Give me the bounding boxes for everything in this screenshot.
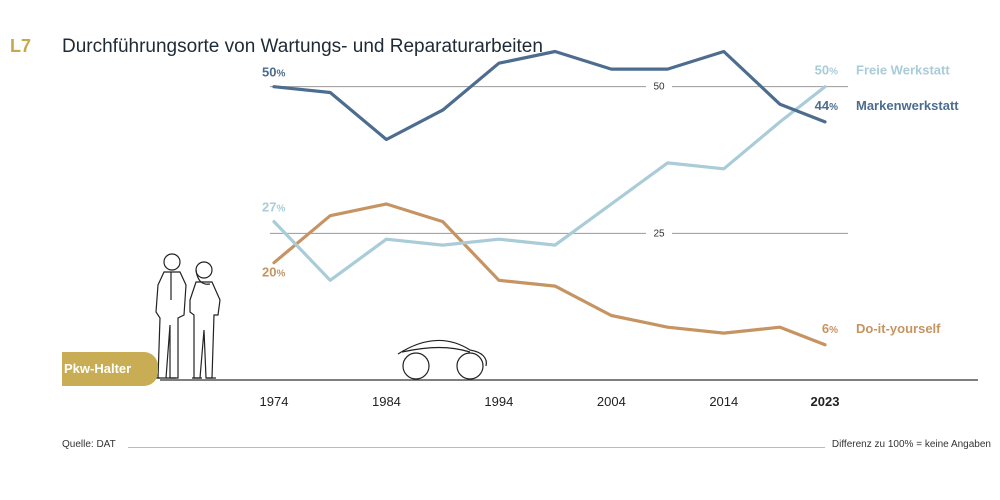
reference-label-25: 25 bbox=[653, 228, 665, 239]
x-axis-ticks: 1974 1984 1994 2004 2014 2023 bbox=[260, 394, 840, 409]
chart-code: L7 bbox=[10, 36, 32, 56]
chart-title: Durchführungsorte von Wartungs- und Repa… bbox=[62, 36, 543, 57]
start-label-freie-werkstatt: 27% bbox=[262, 200, 285, 215]
reference-label-bg-25 bbox=[646, 226, 672, 241]
series-line-markenwerkstatt bbox=[272, 49, 827, 142]
footnote: Differenz zu 100% = keine Angaben bbox=[831, 439, 991, 450]
reference-lines: 25 50 bbox=[270, 79, 848, 241]
start-label-markenwerkstatt: 50% bbox=[262, 65, 285, 80]
x-tick-label-1974: 1974 bbox=[260, 394, 289, 409]
illustration bbox=[150, 253, 487, 380]
x-tick-label-1994: 1994 bbox=[484, 394, 513, 409]
people-icon bbox=[150, 253, 221, 379]
series-line-freie-werkstatt bbox=[272, 85, 827, 282]
end-label-markenwerkstatt: 44% bbox=[815, 98, 838, 113]
series-line-do-it-yourself bbox=[272, 202, 827, 347]
start-label-do-it-yourself: 20% bbox=[262, 265, 285, 280]
legend-do-it-yourself: Do-it-yourself bbox=[856, 321, 941, 336]
x-tick-label-1984: 1984 bbox=[372, 394, 401, 409]
series-lines bbox=[272, 49, 827, 347]
legend: Markenwerkstatt Freie Werkstatt Do-it-your… bbox=[856, 63, 959, 336]
end-label-do-it-yourself: 6% bbox=[822, 321, 838, 336]
reference-label-50: 50 bbox=[653, 82, 665, 93]
end-label-freie-werkstatt: 50% bbox=[815, 63, 838, 78]
x-tick-label-2014: 2014 bbox=[709, 394, 738, 409]
x-tick-label-2004: 2004 bbox=[597, 394, 626, 409]
pkw-halter-label: Pkw-Halter bbox=[64, 361, 132, 376]
pkw-halter-banner: Pkw-Halter bbox=[62, 352, 158, 386]
footer-divider bbox=[128, 447, 825, 448]
reference-label-bg-50 bbox=[646, 79, 672, 94]
data-labels: 50% 44% 27% 50% 20% 6% bbox=[262, 63, 838, 336]
car-icon bbox=[397, 339, 487, 380]
legend-freie-werkstatt: Freie Werkstatt bbox=[856, 63, 950, 78]
legend-markenwerkstatt: Markenwerkstatt bbox=[856, 98, 959, 113]
source-note: Quelle: DAT bbox=[62, 439, 116, 450]
x-tick-label-2023: 2023 bbox=[811, 394, 840, 409]
